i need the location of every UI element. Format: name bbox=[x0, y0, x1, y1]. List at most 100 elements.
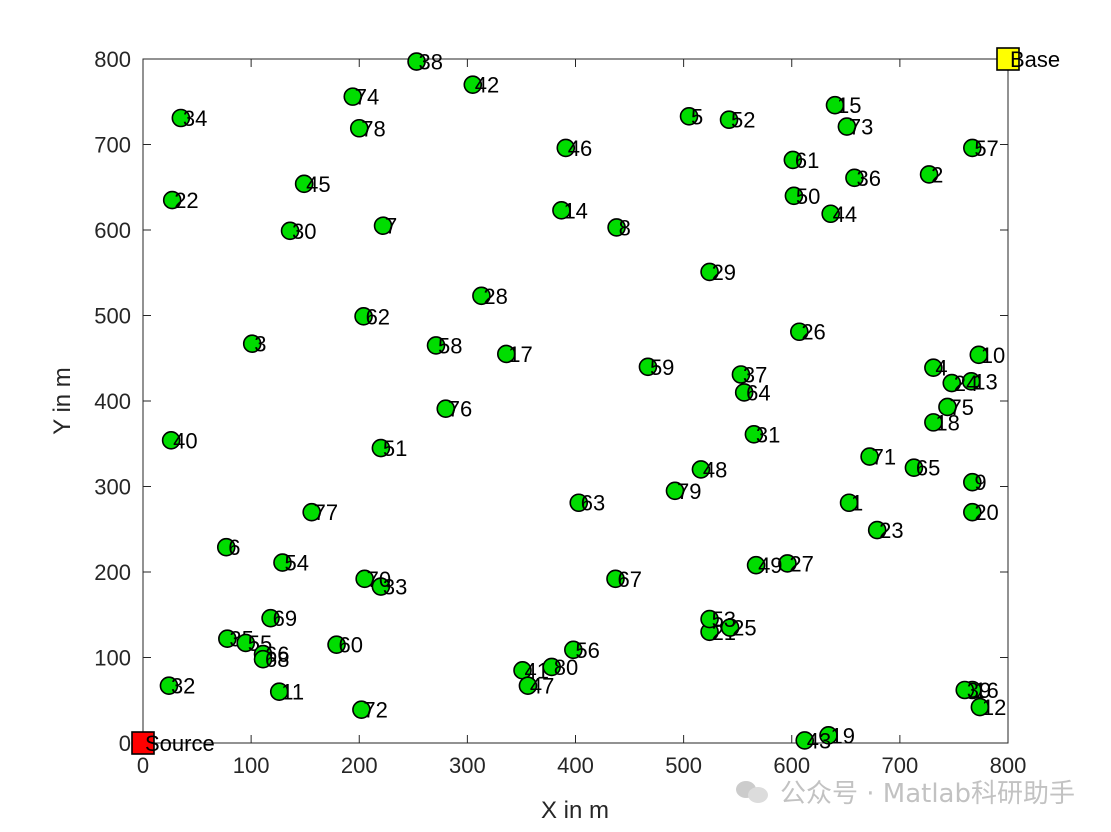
node-marker bbox=[795, 731, 815, 750]
node-marker bbox=[294, 174, 314, 194]
x-axis-label: X in m bbox=[541, 797, 609, 824]
y-tick-label: 800 bbox=[94, 47, 131, 72]
node-marker bbox=[837, 117, 857, 136]
node-marker bbox=[938, 397, 957, 417]
node-marker bbox=[161, 431, 181, 450]
node-label: 72 bbox=[363, 698, 387, 723]
node-label: 10 bbox=[981, 343, 1005, 368]
sensor-node-8: 8 bbox=[607, 215, 631, 240]
node-label: 32 bbox=[171, 674, 195, 699]
node-label: 75 bbox=[949, 395, 973, 420]
sensor-node-74: 74 bbox=[343, 85, 379, 110]
sensor-node-7: 7 bbox=[373, 214, 397, 239]
sensor-node-36: 36 bbox=[845, 166, 881, 191]
sensor-node-20: 20 bbox=[963, 500, 999, 525]
x-tick-label: 0 bbox=[137, 753, 149, 778]
node-label: 19 bbox=[831, 723, 855, 748]
node-label: 45 bbox=[306, 172, 330, 197]
node-marker bbox=[970, 697, 990, 717]
node-label: 43 bbox=[807, 728, 831, 753]
sensor-node-34: 34 bbox=[171, 106, 207, 131]
node-marker bbox=[607, 218, 626, 237]
node-marker bbox=[679, 106, 699, 126]
node-marker bbox=[218, 629, 237, 648]
node-marker bbox=[261, 608, 280, 628]
node-label: 6 bbox=[228, 535, 240, 560]
y-tick-labels: 0 100 200 300 400 500 600 700 800 bbox=[94, 47, 131, 756]
node-label: 7 bbox=[385, 214, 397, 239]
sensor-node-24: 24 bbox=[942, 371, 978, 396]
node-marker bbox=[924, 358, 943, 377]
node-marker bbox=[327, 635, 346, 654]
node-label: 63 bbox=[581, 491, 605, 516]
source-node: Source bbox=[131, 731, 215, 756]
sensor-node-1: 1 bbox=[839, 491, 863, 516]
node-marker bbox=[236, 633, 256, 653]
node-label: 51 bbox=[383, 436, 407, 461]
node-label: 71 bbox=[872, 445, 896, 470]
node-marker bbox=[778, 554, 797, 573]
node-label: 56 bbox=[575, 638, 599, 663]
sensor-node-57: 57 bbox=[963, 136, 999, 161]
node-marker bbox=[845, 168, 864, 188]
sensor-node-69: 69 bbox=[261, 606, 297, 631]
node-marker bbox=[919, 165, 939, 184]
node-label: 8 bbox=[619, 215, 631, 240]
node-label: 62 bbox=[366, 304, 390, 329]
node-marker bbox=[784, 186, 804, 206]
node-label: 64 bbox=[746, 380, 770, 405]
node-marker bbox=[564, 640, 583, 660]
node-marker bbox=[373, 216, 393, 236]
node-marker bbox=[963, 138, 982, 158]
y-axis-label: Y in m bbox=[49, 367, 76, 435]
sensor-node-25: 25 bbox=[720, 616, 757, 641]
sensor-node-56: 56 bbox=[564, 638, 600, 663]
sensor-node-31: 31 bbox=[744, 422, 780, 447]
sensor-node-70: 70 bbox=[355, 567, 391, 592]
node-label: 12 bbox=[982, 695, 1006, 720]
node-label: 22 bbox=[174, 188, 198, 213]
node-label: 76 bbox=[448, 397, 472, 422]
node-label: 65 bbox=[916, 456, 940, 481]
y-tick-label: 600 bbox=[94, 218, 131, 243]
node-label: 80 bbox=[554, 655, 578, 680]
sensor-node-68: 68 bbox=[253, 647, 290, 672]
y-tick-label: 200 bbox=[94, 560, 131, 585]
sensor-node-44: 44 bbox=[821, 202, 857, 227]
node-marker bbox=[354, 307, 373, 326]
node-marker bbox=[349, 118, 369, 138]
watermark: 公众号 · Matlab科研助手 bbox=[735, 773, 1075, 810]
node-marker bbox=[273, 553, 292, 572]
node-label: 74 bbox=[355, 85, 379, 110]
wechat-icon bbox=[735, 779, 770, 805]
node-marker bbox=[159, 676, 179, 696]
watermark-text: 公众号 · Matlab科研助手 bbox=[779, 779, 1075, 809]
node-marker bbox=[734, 383, 754, 402]
sensor-node-19: 19 bbox=[819, 723, 855, 748]
sensor-node-12: 12 bbox=[970, 695, 1006, 720]
sensor-node-40: 40 bbox=[161, 428, 198, 453]
sensor-node-15: 15 bbox=[825, 93, 861, 118]
node-label: 16 bbox=[974, 678, 998, 703]
sensor-node-53: 53 bbox=[700, 607, 736, 632]
sensor-node-59: 59 bbox=[638, 355, 674, 380]
node-label: 52 bbox=[731, 108, 755, 133]
sensor-node-17: 17 bbox=[496, 342, 533, 367]
sensor-node-58: 58 bbox=[426, 333, 463, 358]
sensor-node-5: 5 bbox=[679, 104, 703, 129]
node-marker bbox=[280, 221, 300, 241]
node-label: 36 bbox=[856, 166, 880, 191]
sensor-node-76: 76 bbox=[436, 397, 472, 422]
node-label: 54 bbox=[284, 551, 308, 576]
node-label: 11 bbox=[281, 680, 304, 705]
node-label: 1 bbox=[851, 491, 863, 516]
sensor-node-27: 27 bbox=[778, 551, 814, 576]
node-marker bbox=[860, 447, 879, 466]
node-marker bbox=[552, 201, 571, 220]
sensor-node-55: 55 bbox=[236, 631, 272, 656]
node-marker bbox=[821, 204, 840, 224]
node-label: 48 bbox=[703, 457, 727, 482]
node-label: 78 bbox=[361, 116, 385, 141]
sensor-node-39: 39 bbox=[955, 678, 991, 703]
